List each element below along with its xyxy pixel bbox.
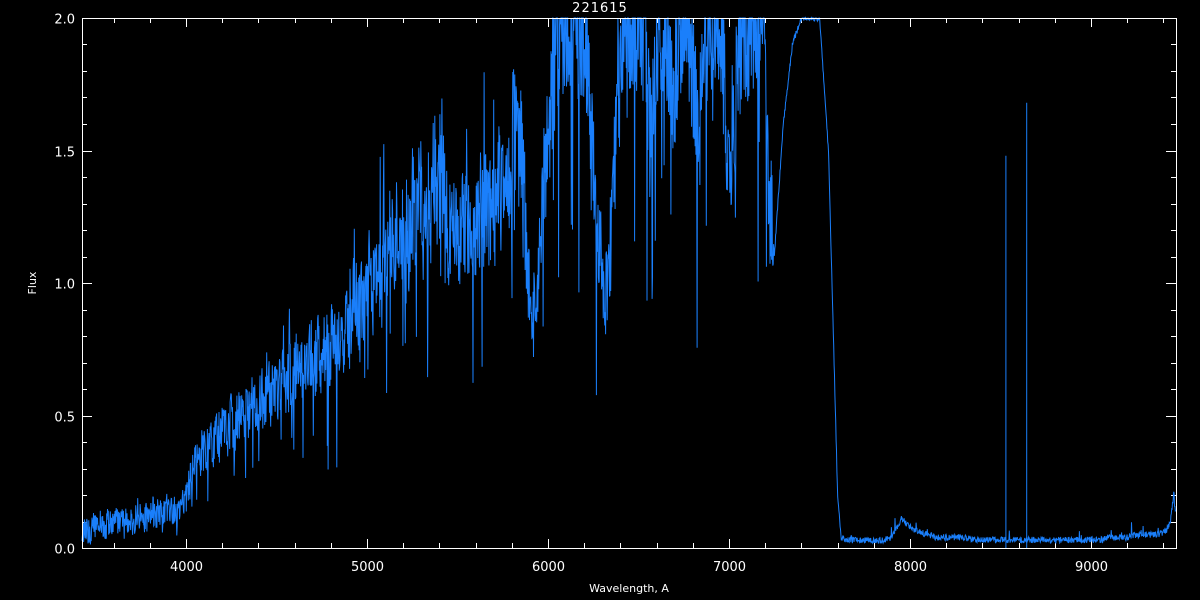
x-tick-label: 8000 xyxy=(894,560,927,575)
axis-labels: 4000 5000 6000 7000 8000 9000 0.0 0.5 1.0 1.5 2.0 W… xyxy=(26,13,1108,596)
x-tick-label: 5000 xyxy=(351,560,384,575)
y-axis-title: Flux xyxy=(26,271,39,294)
y-tick-label: 2.0 xyxy=(54,13,75,28)
x-tick-label: 6000 xyxy=(532,560,565,575)
y-tick-label: 0.5 xyxy=(54,411,75,426)
axis-frame xyxy=(82,18,1177,549)
y-tick-label: 1.0 xyxy=(54,278,75,293)
y-tick-label: 1.5 xyxy=(54,146,75,161)
x-tick-label: 9000 xyxy=(1075,560,1108,575)
x-tick-label: 7000 xyxy=(713,560,746,575)
spectrum-series-group xyxy=(81,16,1177,548)
x-tick-label: 4000 xyxy=(170,560,203,575)
y-tick-label: 0.0 xyxy=(54,543,75,558)
spectrum-line xyxy=(81,16,1177,545)
chart-title: 221615 xyxy=(572,1,628,16)
x-axis-title: Wavelength, A xyxy=(589,582,669,595)
